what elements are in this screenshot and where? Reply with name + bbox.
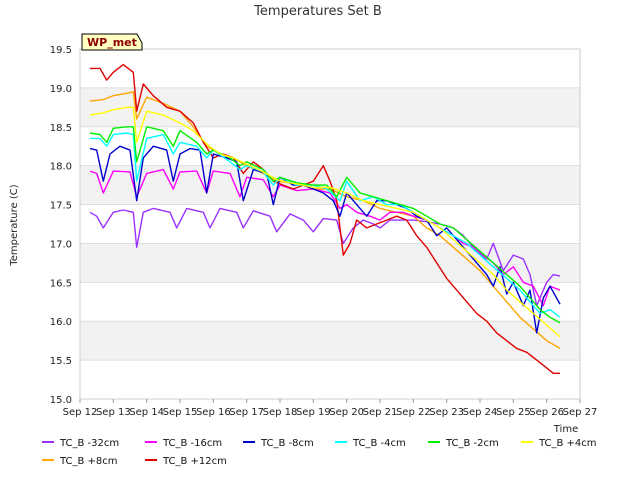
legend: TC_B -32cm TC_B -16cm TC_B -8cm TC_B -4cm TC…: [42, 438, 597, 467]
series-line: [90, 63, 560, 374]
plot-band: [80, 360, 580, 399]
badge-shape: [81, 33, 143, 51]
x-tick-label: Sep 12: [63, 407, 98, 418]
x-tick-label: Sep 16: [196, 407, 231, 418]
x-tick-label: Sep 26: [529, 407, 564, 418]
y-tick-labels: 15.0 15.5 16.0 16.5 17.0 17.5 18.0 18.5 19.0 19.5: [50, 45, 72, 406]
series-line: [89, 106, 561, 338]
legend-entry: TC_B -8cm: [260, 438, 314, 449]
y-tick-label: 18.5: [50, 123, 72, 134]
station-badge: WP_met: [81, 33, 143, 51]
legend-entry: TC_B +8cm: [59, 456, 118, 467]
x-tick-label: Sep 14: [129, 407, 164, 418]
x-tick-label: Sep 21: [363, 407, 398, 418]
series-line: [89, 126, 561, 324]
x-axis-title: Time: [553, 424, 578, 435]
x-tick-label: Sep 27: [563, 407, 598, 418]
chart-title: Temperatures Set B: [253, 4, 382, 19]
plot-band: [80, 282, 580, 322]
x-tick-label: Sep 15: [163, 407, 198, 418]
plot-band: [80, 321, 580, 361]
legend-entry: TC_B -32cm: [59, 438, 119, 449]
y-tick-label: 15.0: [50, 395, 72, 406]
badge-label: WP_met: [87, 36, 137, 49]
legend-entry: TC_B +12cm: [162, 456, 227, 467]
plot-band: [80, 126, 580, 166]
y-tick-label: 16.5: [50, 278, 72, 289]
y-tick-label: 17.5: [50, 201, 72, 212]
x-tick-label: Sep 25: [496, 407, 531, 418]
x-tick-label: Sep 20: [329, 407, 364, 418]
plot-frame: [79, 48, 581, 400]
plot-band: [80, 49, 580, 88]
legend-entry: TC_B -4cm: [352, 438, 406, 449]
y-tick-label: 17.0: [50, 239, 72, 250]
y-tick-label: 19.5: [50, 45, 72, 56]
x-tick-label: Sep 24: [463, 407, 498, 418]
x-tick-label: Sep 13: [96, 407, 131, 418]
x-tick-label: Sep 23: [429, 407, 464, 418]
x-tick-label: Sep 17: [229, 407, 264, 418]
x-tick-label: Sep 18: [263, 407, 298, 418]
plot-background-bands: [80, 49, 580, 399]
x-tick-label: Sep 22: [396, 407, 431, 418]
x-tick-label: Sep 19: [296, 407, 331, 418]
plot-band: [80, 87, 580, 127]
y-tick-label: 16.0: [50, 317, 72, 328]
series-line: [89, 207, 561, 307]
legend-entry: TC_B -2cm: [445, 438, 499, 449]
legend-entry: TC_B -16cm: [162, 438, 222, 449]
legend-entry: TC_B +4cm: [538, 438, 597, 449]
plot-band: [80, 204, 580, 244]
series-lines: [89, 63, 561, 374]
y-tick-label: 15.5: [50, 356, 72, 367]
series-line: [89, 145, 561, 334]
y-tick-label: 19.0: [50, 84, 72, 95]
y-axis-title: Temperature (C): [9, 184, 20, 266]
y-tick-label: 18.0: [50, 162, 72, 173]
